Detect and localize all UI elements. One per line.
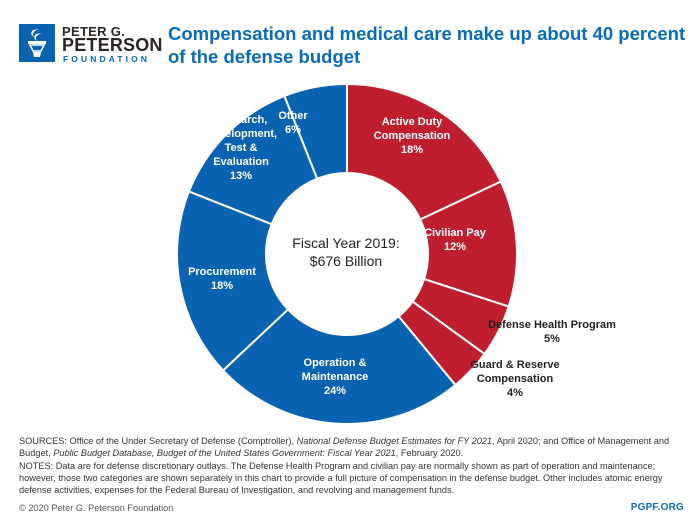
slice-operation-maintenance [221,308,457,425]
slice-name: Defense Health Program [488,319,616,331]
logo-text-line3: FOUNDATION [63,54,151,64]
chart-title: Compensation and medical care make up ab… [168,23,686,67]
slice-label: Active Duty Compensation 18% [374,116,451,156]
slice-name: Development, [205,128,277,140]
center-total-label: Fiscal Year 2019: $676 Billion [292,235,399,269]
slice-percent: 24% [324,385,346,397]
torch-icon [19,24,55,62]
slice-label: Procurement 18% [188,266,256,292]
slice-label: Operation & Maintenance 24% [302,357,369,397]
slice-label: Civilian Pay 12% [424,227,487,253]
slice-name: Guard & Reserve [470,359,559,371]
slice-percent: 4% [507,387,523,399]
logo-text-line2: PETERSON [62,35,163,55]
slice-name: Maintenance [302,371,369,383]
slice-name: Test & [225,142,258,154]
slice-label: Other 6% [278,110,308,136]
slice-other [283,82,348,180]
site-link[interactable]: PGPF.ORG [630,502,684,513]
center-amount: $676 Billion [310,253,382,269]
slice-percent: 13% [230,170,252,182]
donut-slices [176,82,518,425]
notes-text: NOTES: Data are for defense discretionar… [19,460,663,496]
slice-name: Compensation [374,130,451,142]
slice-active-duty-compensation [346,82,503,221]
slice-name: Compensation [477,373,554,385]
center-year: Fiscal Year 2019: [292,235,399,251]
slice-percent: 18% [211,280,233,292]
slice-label: Research, Development, Test & Evaluation 13% [205,114,277,182]
slice-name: Evaluation [213,156,269,168]
slice-procurement [176,190,290,372]
slice-name: Research, [215,114,268,126]
slice-label: Defense Health Program 5% [488,319,616,345]
slice-name: Procurement [188,266,256,278]
sources-text: SOURCES: Office of the Under Secretary o… [19,436,670,459]
copyright: © 2020 Peter G. Peterson Foundation [19,503,174,513]
slice-label: Guard & Reserve Compensation 4% [470,359,559,399]
slice-percent: 18% [401,144,423,156]
slice-labels: Active Duty Compensation 18% Civilian Pay 12… [188,110,616,399]
center-label: Fiscal Year 2019: $676 Billion [292,235,399,269]
pgpf-logo: PETER G. PETERSON FOUNDATION [19,24,162,64]
logo-text-line1: PETER G. [62,24,126,39]
slice-percent: 5% [544,333,560,345]
slice-percent: 12% [444,241,466,253]
slice-percent: 6% [285,124,301,136]
footer-notes: SOURCES: Office of the Under Secretary o… [19,435,689,496]
slice-name: Operation & [304,357,367,369]
slice-name: Other [278,110,308,122]
slice-name: Active Duty [382,116,443,128]
slice-name: Civilian Pay [424,227,487,239]
